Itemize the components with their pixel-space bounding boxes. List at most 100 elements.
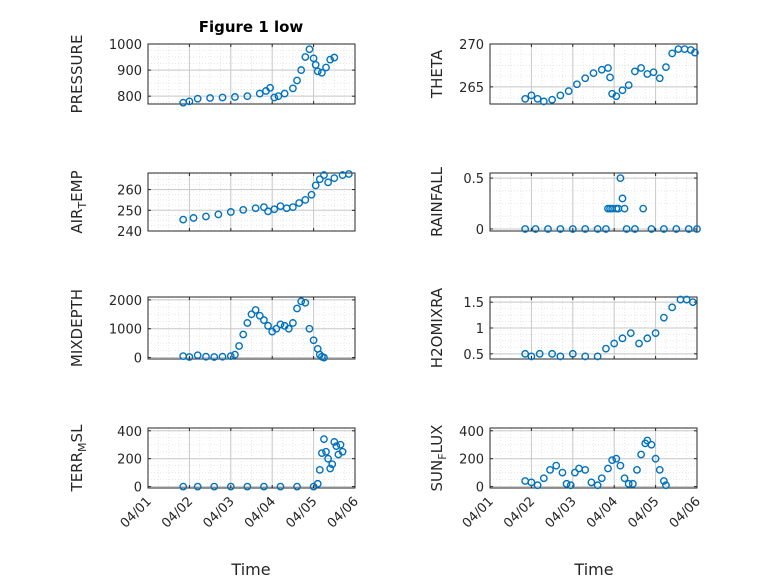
data-point xyxy=(548,95,556,104)
data-point xyxy=(297,66,306,74)
data-point xyxy=(624,479,633,488)
data-point xyxy=(608,456,617,464)
data-point xyxy=(568,349,577,358)
data-point xyxy=(616,174,625,182)
data-point xyxy=(651,454,660,463)
data-point xyxy=(562,479,571,488)
data-point xyxy=(668,49,677,58)
data-point xyxy=(276,482,285,491)
data-point xyxy=(662,481,670,490)
x-tick-label: 04/04 xyxy=(584,494,621,531)
x-tick-label: 04/03 xyxy=(543,494,580,531)
data-point xyxy=(573,80,581,89)
data-point xyxy=(649,68,658,77)
x-tick-label: 04/04 xyxy=(242,494,279,531)
data-point xyxy=(643,436,652,445)
data-point xyxy=(593,481,602,490)
data-point xyxy=(317,68,326,77)
data-point xyxy=(618,86,627,95)
y-tick-label: 1000 xyxy=(109,38,142,53)
data-point xyxy=(243,92,252,101)
data-point xyxy=(602,344,610,353)
data-point xyxy=(288,319,297,327)
axes-pressure: 800 900 1000 PRESSURE xyxy=(68,35,356,113)
data-point xyxy=(674,45,683,54)
data-point xyxy=(226,208,235,216)
data-point xyxy=(626,329,635,338)
data-point xyxy=(581,225,590,233)
data-point xyxy=(597,474,606,483)
axes-rainfall: 0 0.5 RAINFALL xyxy=(428,166,701,238)
data-point xyxy=(552,461,561,470)
data-point xyxy=(639,204,648,213)
axes-mixdepth: 0 1000 2000 MIXDEPTH xyxy=(68,289,356,367)
x-axis-label-right: Time xyxy=(573,560,613,579)
data-point xyxy=(260,203,268,212)
y-tick-label: 270 xyxy=(459,38,484,53)
data-point xyxy=(301,53,310,61)
axes-frame xyxy=(147,296,356,360)
data-point xyxy=(539,474,548,483)
data-point xyxy=(338,447,347,456)
data-point xyxy=(527,478,536,487)
data-point xyxy=(548,349,556,358)
x-tick-label: 04/02 xyxy=(501,494,538,531)
data-point xyxy=(682,295,691,304)
data-point xyxy=(581,74,590,83)
data-point xyxy=(214,210,223,219)
y-tick-label: 260 xyxy=(117,184,142,199)
data-point xyxy=(235,342,243,350)
y-tick-label: 900 xyxy=(117,64,142,79)
data-point xyxy=(659,313,668,322)
data-point xyxy=(309,54,318,63)
y-axis-label: RAINFALL xyxy=(428,166,446,237)
data-point xyxy=(293,304,301,313)
data-point xyxy=(313,67,322,76)
data-point xyxy=(575,464,583,473)
y-tick-label: 0.5 xyxy=(463,172,484,187)
y-tick-label: 0 xyxy=(134,481,142,496)
data-point xyxy=(295,199,304,207)
data-point xyxy=(556,352,565,361)
data-point xyxy=(210,353,219,361)
y-tick-label: 800 xyxy=(117,90,142,105)
data-point xyxy=(535,349,544,358)
data-point xyxy=(226,352,235,361)
data-point xyxy=(566,481,575,490)
data-point xyxy=(330,438,339,446)
data-point xyxy=(332,442,341,451)
data-point xyxy=(593,352,602,361)
data-point xyxy=(301,298,310,307)
data-point xyxy=(185,97,194,106)
y-axis-label: MIXDEPTH xyxy=(68,289,86,367)
y-tick-label: 240 xyxy=(117,225,142,240)
data-point xyxy=(202,212,210,221)
y-tick-label: 0.5 xyxy=(463,348,484,363)
data-point xyxy=(320,435,328,444)
y-axis-label: SUNFLUX xyxy=(428,425,449,492)
figure-title: Figure 1 low xyxy=(199,18,304,36)
data-point xyxy=(247,310,256,319)
data-point xyxy=(556,225,565,233)
y-tick-label: 0 xyxy=(476,223,484,238)
data-point xyxy=(284,324,293,333)
data-point xyxy=(620,204,629,213)
data-point xyxy=(618,334,627,343)
data-point xyxy=(527,352,536,361)
data-point xyxy=(556,91,565,100)
y-tick-label: 265 xyxy=(459,81,484,96)
data-point xyxy=(651,329,660,338)
data-point xyxy=(179,482,188,491)
y-tick-label: 0 xyxy=(134,352,142,367)
data-point xyxy=(581,352,590,361)
data-point xyxy=(311,181,320,190)
y-tick-label: 400 xyxy=(117,425,142,440)
x-tick-label: 04/03 xyxy=(201,494,238,531)
data-point xyxy=(662,63,670,72)
data-point xyxy=(251,306,260,314)
data-point xyxy=(521,349,530,358)
data-point xyxy=(691,48,699,57)
data-point xyxy=(270,93,279,102)
data-point xyxy=(315,175,324,184)
